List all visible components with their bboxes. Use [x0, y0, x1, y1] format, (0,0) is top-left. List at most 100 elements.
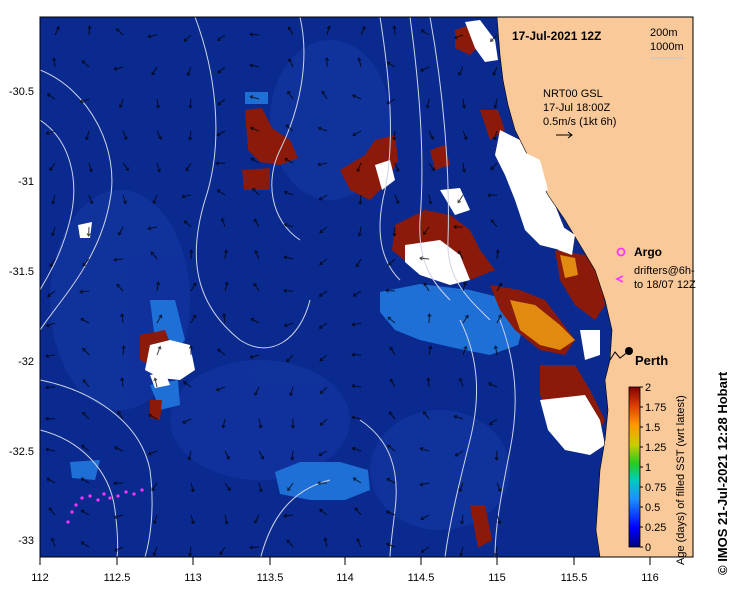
current-arrow-head [189, 249, 194, 253]
current-arrow-head [289, 392, 294, 397]
current-arrow-head [48, 507, 53, 512]
current-arrow [148, 450, 158, 455]
current-arrow [258, 418, 262, 428]
current-arrow-head [86, 233, 91, 237]
current-scale-arrow [556, 131, 573, 139]
current-arrow [81, 541, 90, 548]
current-arrow-head [389, 378, 394, 383]
current-arrow-head [157, 345, 162, 350]
current-arrow-head [283, 255, 288, 260]
current-arrow [355, 258, 362, 268]
current-arrow [284, 223, 294, 228]
current-arrow [52, 226, 56, 236]
current-arrow [496, 283, 503, 292]
depth-contours [40, 17, 516, 557]
current-arrow-head [487, 193, 491, 198]
current-arrow-head [461, 104, 467, 109]
current-arrow [150, 251, 158, 260]
current-arrow-head [158, 314, 163, 319]
current-scale-label: 0.5m/s (1kt 6h) [543, 116, 616, 128]
colorbar-tick: 1.75 [645, 402, 666, 414]
current-arrow [318, 162, 328, 166]
current-arrow-head [458, 488, 463, 493]
current-arrow-head [224, 281, 229, 286]
current-arrow-head [492, 72, 497, 77]
current-arrow-head [487, 382, 492, 387]
current-arrow-head [453, 224, 457, 230]
drifter-tracks [66, 488, 144, 524]
current-arrow [490, 162, 498, 170]
current-arrow [47, 93, 56, 100]
current-arrow [121, 378, 124, 388]
current-arrow [53, 58, 56, 68]
current-arrow [85, 130, 90, 140]
current-arrow [428, 130, 434, 140]
x-tick-label: 113.5 [257, 572, 284, 584]
current-arrow [353, 477, 362, 484]
current-arrow [122, 162, 129, 171]
current-arrow-head [318, 325, 323, 329]
current-arrow-head [389, 346, 394, 351]
current-arrow-head [354, 507, 359, 512]
current-arrow-head [351, 94, 356, 99]
current-arrow-head [392, 233, 397, 237]
current-arrow [253, 283, 260, 292]
current-arrow-head [113, 66, 118, 71]
current-arrow-head [423, 411, 427, 415]
current-arrow-head [51, 232, 56, 237]
current-arrow-head [186, 72, 191, 77]
current-arrow-head [425, 104, 430, 109]
current-arrow-head [493, 345, 498, 350]
current-arrow-head [151, 71, 156, 76]
current-arrow [462, 282, 466, 292]
current-arrow-head [55, 26, 60, 30]
current-arrow-head [113, 446, 118, 451]
current-arrow-head [319, 422, 324, 426]
current-arrow [221, 218, 226, 228]
current-arrow-head [249, 32, 253, 37]
current-arrow-head [223, 249, 229, 254]
colorbar: 2 1.75 1.5 1.25 1 0.75 0.5 0.25 0 Age (d… [628, 382, 687, 565]
current-arrow [114, 446, 124, 452]
current-arrow-head [254, 249, 259, 254]
current-arrow [118, 226, 124, 236]
current-arrow-head [351, 352, 355, 357]
land-mass [496, 17, 693, 557]
current-arrow-head [459, 520, 465, 525]
drifter-point [108, 496, 112, 500]
current-arrow [249, 546, 260, 549]
current-arrow [284, 322, 294, 327]
current-arrow-head [188, 137, 193, 141]
current-arrow-head [113, 257, 117, 262]
current-arrow [224, 250, 227, 260]
current-arrow [82, 348, 90, 356]
current-arrow-head [419, 446, 424, 451]
map-panel [40, 17, 693, 557]
current-arrow-head [497, 520, 502, 525]
current-arrow-head [288, 58, 292, 62]
drifter-point [102, 492, 106, 496]
current-arrow [216, 130, 226, 136]
current-arrow-head [148, 413, 153, 418]
current-arrow-head [81, 444, 85, 449]
current-arrow-head [192, 282, 197, 287]
current-arrow [153, 546, 158, 556]
current-arrow [352, 447, 362, 452]
colorbar-tick: 2 [645, 382, 651, 394]
current-arrow-head [358, 201, 363, 205]
current-arrow-head [52, 57, 57, 61]
current-arrow-head [215, 387, 220, 392]
current-arrow [184, 220, 192, 228]
current-arrow [386, 543, 396, 548]
current-arrow [83, 379, 90, 388]
current-arrow-head [426, 377, 431, 381]
perth-marker: Perth [609, 347, 668, 368]
current-arrow [153, 514, 158, 524]
map-date-title: 17-Jul-2021 12Z [512, 29, 601, 43]
current-arrow-head [45, 385, 49, 390]
current-arrow-head [463, 136, 468, 141]
current-arrow [324, 538, 328, 548]
current-arrow-head [185, 167, 190, 172]
x-tick-label: 116 [641, 572, 659, 584]
